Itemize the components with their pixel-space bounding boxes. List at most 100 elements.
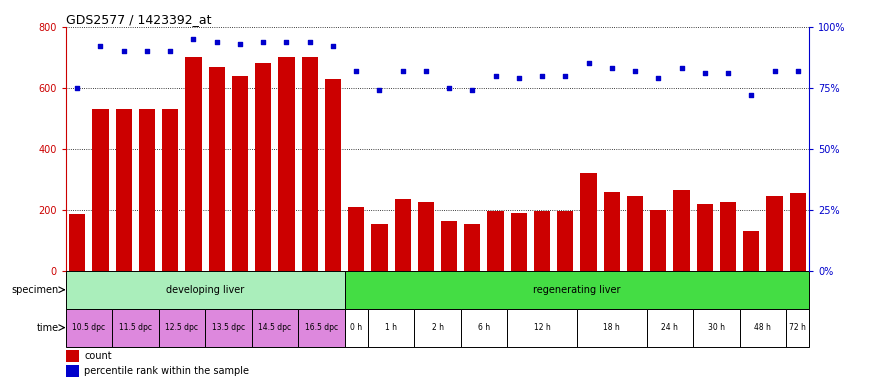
Point — [140, 48, 154, 55]
Point — [745, 92, 759, 98]
Bar — [278, 57, 295, 271]
Text: 2 h: 2 h — [431, 323, 444, 332]
Bar — [461, 309, 507, 346]
Text: 6 h: 6 h — [478, 323, 490, 332]
Bar — [789, 193, 806, 271]
Point — [628, 68, 642, 74]
Point — [512, 75, 526, 81]
Bar — [162, 109, 178, 271]
Text: GDS2577 / 1423392_at: GDS2577 / 1423392_at — [66, 13, 211, 26]
Bar — [232, 76, 248, 271]
Bar — [66, 271, 345, 309]
Text: 11.5 dpc: 11.5 dpc — [119, 323, 152, 332]
Point — [605, 65, 619, 71]
Text: regenerating liver: regenerating liver — [533, 285, 620, 295]
Bar — [557, 211, 573, 271]
Bar — [511, 213, 527, 271]
Point — [256, 38, 270, 45]
Text: 0 h: 0 h — [350, 323, 362, 332]
Bar — [441, 220, 458, 271]
Point — [326, 43, 340, 50]
Bar — [650, 210, 667, 271]
Point — [419, 68, 433, 74]
Bar — [302, 57, 318, 271]
Text: 14.5 dpc: 14.5 dpc — [258, 323, 291, 332]
Point — [675, 65, 689, 71]
Point — [164, 48, 178, 55]
Text: 13.5 dpc: 13.5 dpc — [212, 323, 245, 332]
Bar — [66, 350, 79, 362]
Bar — [345, 271, 809, 309]
Text: 48 h: 48 h — [754, 323, 772, 332]
Point — [94, 43, 108, 50]
Bar — [116, 109, 132, 271]
Point — [442, 85, 456, 91]
Bar — [604, 192, 620, 271]
Text: 16.5 dpc: 16.5 dpc — [304, 323, 338, 332]
Bar — [696, 204, 713, 271]
Text: 10.5 dpc: 10.5 dpc — [73, 323, 105, 332]
Text: 12.5 dpc: 12.5 dpc — [165, 323, 199, 332]
Point — [721, 70, 735, 76]
Text: 30 h: 30 h — [708, 323, 724, 332]
Bar — [158, 309, 205, 346]
Bar — [69, 214, 86, 271]
Text: count: count — [84, 351, 112, 361]
Bar — [208, 66, 225, 271]
Text: developing liver: developing liver — [166, 285, 244, 295]
Point — [558, 73, 572, 79]
Bar — [417, 202, 434, 271]
Point — [536, 73, 550, 79]
Bar — [414, 309, 461, 346]
Bar — [368, 309, 414, 346]
Text: 24 h: 24 h — [662, 323, 678, 332]
Point — [116, 48, 130, 55]
Point — [697, 70, 711, 76]
Bar — [395, 199, 410, 271]
Bar — [66, 309, 112, 346]
Point — [186, 36, 200, 42]
Point — [582, 60, 596, 66]
Bar — [693, 309, 739, 346]
Bar — [348, 207, 364, 271]
Point — [396, 68, 410, 74]
Point — [349, 68, 363, 74]
Bar — [325, 79, 341, 271]
Point — [373, 87, 387, 93]
Text: 1 h: 1 h — [385, 323, 397, 332]
Point — [233, 41, 247, 47]
Bar — [487, 211, 504, 271]
Point — [466, 87, 480, 93]
Bar — [647, 309, 693, 346]
Bar — [371, 223, 388, 271]
Bar — [93, 109, 108, 271]
Bar — [534, 211, 550, 271]
Text: 18 h: 18 h — [604, 323, 620, 332]
Bar — [720, 202, 736, 271]
Text: time: time — [37, 323, 59, 333]
Bar — [577, 309, 647, 346]
Text: 72 h: 72 h — [789, 323, 806, 332]
Bar — [66, 365, 79, 377]
Bar — [507, 309, 577, 346]
Bar — [255, 63, 271, 271]
Bar — [465, 223, 480, 271]
Text: percentile rank within the sample: percentile rank within the sample — [84, 366, 249, 376]
Point — [303, 38, 317, 45]
Text: 12 h: 12 h — [534, 323, 550, 332]
Point — [651, 75, 665, 81]
Bar — [205, 309, 252, 346]
Bar — [112, 309, 158, 346]
Bar — [298, 309, 345, 346]
Bar — [345, 309, 368, 346]
Text: specimen: specimen — [11, 285, 59, 295]
Point — [791, 68, 805, 74]
Bar — [766, 196, 782, 271]
Bar — [674, 190, 690, 271]
Bar — [739, 309, 786, 346]
Bar — [186, 57, 201, 271]
Bar — [139, 109, 155, 271]
Bar — [743, 231, 760, 271]
Point — [70, 85, 84, 91]
Bar — [626, 196, 643, 271]
